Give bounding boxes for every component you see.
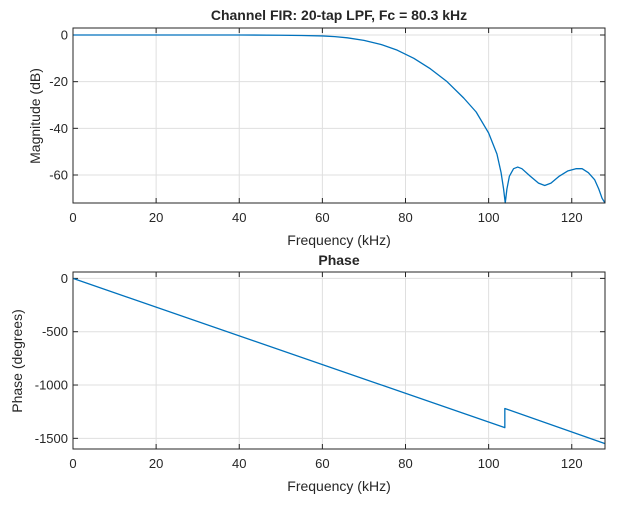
phase-x-tick-label: 40 <box>232 456 246 471</box>
phase-x-ticks: 0 20 40 60 80 100 120 <box>69 272 583 471</box>
magnitude-plot: Channel FIR: 20-tap LPF, Fc = 80.3 kHz 0… <box>27 7 606 248</box>
magnitude-x-tick-label: 60 <box>315 210 329 225</box>
phase-y-ticks: 0 -500 -1000 -1500 <box>35 271 605 446</box>
magnitude-title: Channel FIR: 20-tap LPF, Fc = 80.3 kHz <box>211 7 467 23</box>
phase-x-tick-label: 80 <box>398 456 412 471</box>
phase-x-tick-label: 120 <box>561 456 583 471</box>
phase-x-tick-label: 60 <box>315 456 329 471</box>
phase-series <box>72 277 606 445</box>
phase-x-label: Frequency (kHz) <box>287 478 390 494</box>
magnitude-x-tick-label: 0 <box>69 210 76 225</box>
magnitude-x-tick-label: 40 <box>232 210 246 225</box>
phase-title: Phase <box>318 252 359 268</box>
magnitude-x-label: Frequency (kHz) <box>287 232 390 248</box>
magnitude-axes-box <box>72 27 606 204</box>
phase-x-tick-label: 0 <box>69 456 76 471</box>
phase-y-tick-label: -1000 <box>35 378 68 393</box>
magnitude-y-tick-label: -20 <box>49 74 68 89</box>
magnitude-y-label: Magnitude (dB) <box>27 68 43 164</box>
phase-x-tick-label: 100 <box>478 456 500 471</box>
phase-y-tick-label: -500 <box>42 324 68 339</box>
phase-axes-box <box>72 271 606 450</box>
magnitude-x-tick-label: 20 <box>149 210 163 225</box>
magnitude-x-tick-label: 80 <box>398 210 412 225</box>
phase-y-label: Phase (degrees) <box>9 309 25 413</box>
magnitude-x-tick-label: 100 <box>478 210 500 225</box>
magnitude-y-ticks: 0 -20 -40 -60 <box>49 28 605 183</box>
magnitude-y-tick-label: -60 <box>49 168 68 183</box>
phase-series-line <box>72 277 606 445</box>
magnitude-y-tick-label: 0 <box>61 28 68 43</box>
phase-plot: Phase 0 20 40 60 80 100 120 0 -500 -1000 -1500 Fr… <box>9 252 606 494</box>
magnitude-x-tick-label: 120 <box>561 210 583 225</box>
phase-y-tick-label: 0 <box>61 271 68 286</box>
magnitude-series-line <box>73 34 606 204</box>
phase-y-tick-label: -1500 <box>35 431 68 446</box>
phase-x-tick-label: 20 <box>149 456 163 471</box>
magnitude-series <box>73 34 606 204</box>
magnitude-y-tick-label: -40 <box>49 121 68 136</box>
magnitude-grid <box>72 28 605 203</box>
phase-grid <box>72 272 605 449</box>
